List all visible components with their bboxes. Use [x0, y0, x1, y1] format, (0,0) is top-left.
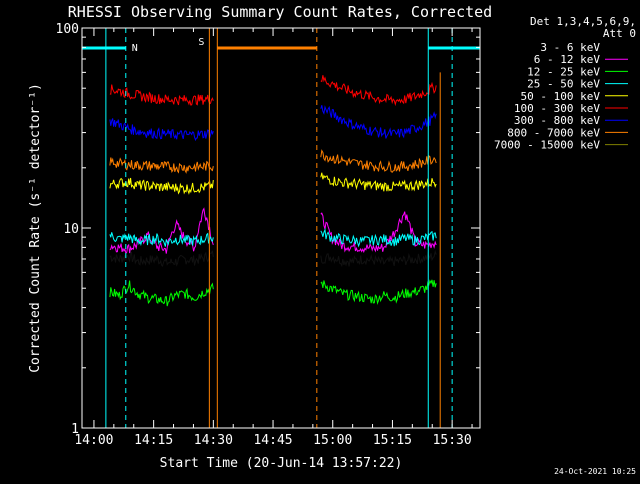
axes: 14:00 14:15 14:30 14:45 15:00 15:15 15:30 1 10 10…	[56, 22, 480, 448]
x-tick-label-3: 14:45	[253, 433, 292, 448]
legend-label-3: 25 - 50 keV	[527, 78, 600, 91]
chart-title: RHESSI Observing Summary Count Rates, Co…	[68, 3, 492, 21]
x-tick-label-6: 15:30	[433, 433, 472, 448]
series-line-2-1	[320, 279, 437, 305]
x-tick-label-4: 15:00	[313, 433, 352, 448]
series-line-0-1	[320, 249, 437, 268]
series-line-1-1	[320, 211, 437, 254]
series-line-1-0	[109, 207, 214, 255]
x-axis-label: Start Time (20-Jun-14 13:57:22)	[160, 456, 403, 471]
y-tick-label-2: 100	[56, 22, 79, 37]
plot-marks: NS	[82, 28, 480, 428]
series-line-7-1	[320, 149, 437, 173]
series-line-6-1	[320, 105, 437, 139]
series-line-5-1	[320, 75, 437, 107]
x-tick-label-2: 14:30	[194, 433, 233, 448]
series-line-0-0	[109, 250, 214, 268]
series-line-3-0	[109, 232, 214, 247]
legend-label-7: 800 - 7000 keV	[507, 126, 600, 139]
legend-label-6: 300 - 800 keV	[514, 114, 600, 127]
y-tick-label-1: 10	[63, 222, 79, 237]
x-tick-label-5: 15:15	[373, 433, 412, 448]
legend-label-4: 50 - 100 keV	[521, 90, 601, 103]
series-line-6-0	[109, 118, 214, 142]
series-line-4-1	[320, 172, 437, 192]
legend-label-1: 6 - 12 keV	[534, 53, 601, 66]
legend-label-2: 12 - 25 keV	[527, 65, 600, 78]
series-line-3-1	[320, 227, 437, 248]
legend-header-line-0: Det 1,3,4,5,6,9,	[530, 15, 636, 28]
legend-label-5: 100 - 300 keV	[514, 102, 600, 115]
footer-date: 24-Oct-2021 10:25	[554, 467, 636, 476]
series-line-4-0	[109, 177, 214, 195]
series-line-2-0	[109, 280, 214, 307]
legend-label-8: 7000 - 15000 keV	[494, 139, 600, 152]
x-tick-label-1: 14:15	[134, 433, 173, 448]
legend-label-0: 3 - 6 keV	[540, 41, 600, 54]
legend-header-line-1: Att 0	[603, 27, 636, 40]
night-flag-label: N	[132, 43, 138, 54]
saa-flag-label: S	[198, 37, 204, 48]
x-tick-label-0: 14:00	[74, 433, 113, 448]
y-axis-label: Corrected Count Rate (s⁻¹ detector⁻¹)	[28, 83, 43, 373]
series-line-7-0	[109, 157, 214, 174]
series-line-5-0	[109, 84, 214, 106]
y-tick-label-0: 1	[71, 422, 79, 437]
